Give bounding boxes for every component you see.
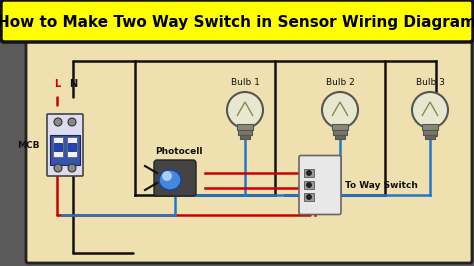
Text: Bulb 2: Bulb 2: [326, 78, 355, 87]
Text: Photocell: Photocell: [155, 147, 202, 156]
Circle shape: [54, 164, 62, 172]
Bar: [304, 181, 314, 189]
Text: How to Make Two Way Switch in Sensor Wiring Diagram: How to Make Two Way Switch in Sensor Wir…: [0, 15, 474, 30]
Text: N: N: [69, 79, 77, 89]
Circle shape: [54, 118, 62, 126]
Bar: [423, 130, 437, 135]
Circle shape: [412, 92, 448, 128]
Bar: [425, 135, 435, 139]
Circle shape: [307, 182, 311, 188]
Ellipse shape: [159, 170, 181, 190]
Bar: [240, 135, 250, 139]
Circle shape: [227, 92, 263, 128]
Bar: [50, 135, 80, 165]
Bar: [54, 143, 62, 151]
Bar: [422, 124, 438, 130]
Bar: [335, 135, 345, 139]
Bar: [53, 137, 63, 157]
Text: MCB: MCB: [18, 140, 40, 149]
Ellipse shape: [162, 171, 172, 181]
Bar: [304, 193, 314, 201]
Circle shape: [307, 171, 311, 176]
FancyBboxPatch shape: [154, 160, 196, 196]
FancyBboxPatch shape: [1, 0, 473, 42]
Bar: [67, 137, 77, 157]
Bar: [332, 124, 348, 130]
Bar: [237, 124, 253, 130]
FancyBboxPatch shape: [26, 41, 472, 263]
Bar: [68, 143, 76, 151]
Bar: [333, 130, 347, 135]
Text: Bulb 3: Bulb 3: [416, 78, 445, 87]
Text: To Way Switch: To Way Switch: [345, 181, 418, 189]
Circle shape: [307, 194, 311, 200]
Text: L: L: [54, 79, 60, 89]
Text: Bulb 1: Bulb 1: [230, 78, 259, 87]
Circle shape: [68, 164, 76, 172]
Circle shape: [322, 92, 358, 128]
Bar: [304, 169, 314, 177]
FancyBboxPatch shape: [47, 114, 83, 176]
Bar: [238, 130, 252, 135]
FancyBboxPatch shape: [299, 156, 341, 214]
Circle shape: [68, 118, 76, 126]
